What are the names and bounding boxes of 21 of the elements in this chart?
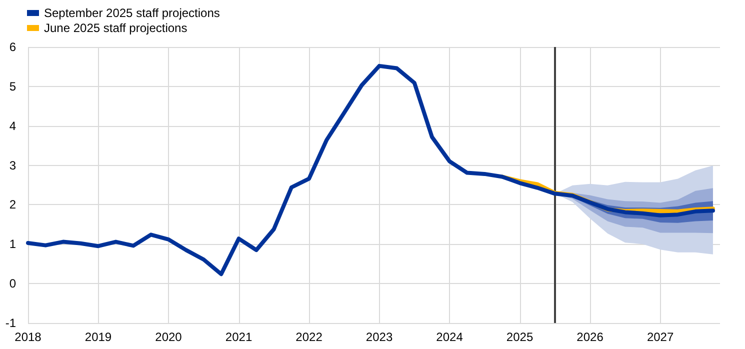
x-tick-label: 2027 [646, 330, 674, 344]
y-tick-label: 6 [9, 40, 16, 54]
x-tick-label: 2023 [366, 330, 393, 344]
y-tick-label: 4 [9, 118, 16, 133]
x-tick-label: 2020 [155, 330, 182, 344]
line-series [26, 64, 715, 276]
x-tick-label: 2019 [84, 330, 112, 344]
x-tick-label: 2025 [506, 330, 534, 344]
y-tick-label: 0 [9, 276, 16, 291]
legend-label: September 2025 staff projections [44, 6, 220, 20]
y-tick-label: 2 [9, 198, 16, 212]
x-tick-label: 2024 [436, 330, 464, 344]
x-tick-label: 2018 [14, 330, 42, 344]
y-tick-label: 3 [9, 158, 16, 172]
x-tick-label: 2022 [296, 330, 323, 344]
legend-label: June 2025 staff projections [44, 21, 188, 35]
x-tick-label: 2026 [576, 330, 604, 344]
y-tick-label: 5 [9, 79, 16, 94]
x-tick-label: 2021 [225, 330, 252, 344]
y-tick-label: 1 [9, 237, 16, 252]
y-tick-label: -1 [5, 316, 16, 330]
